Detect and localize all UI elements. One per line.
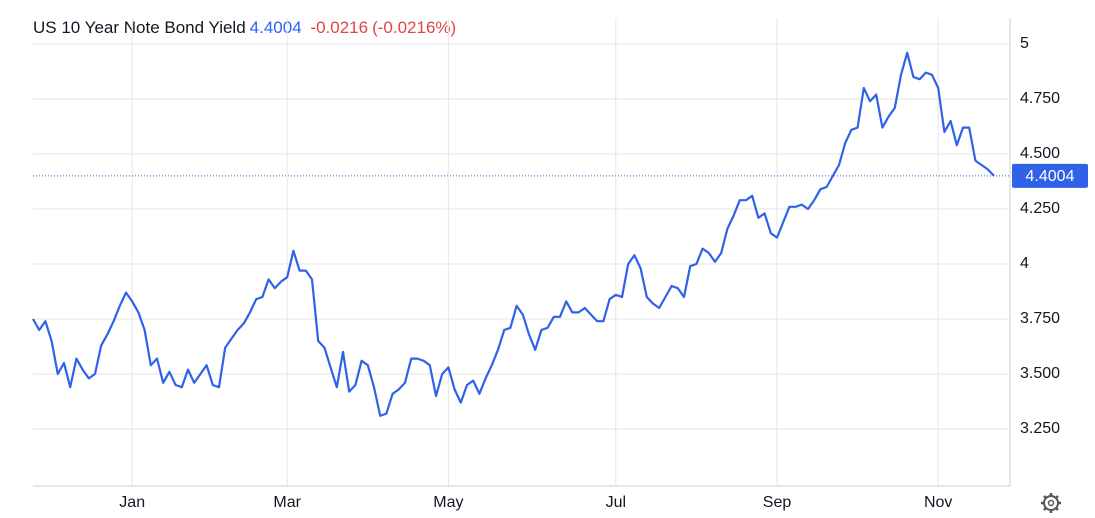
x-tick-label: May	[433, 494, 463, 511]
y-tick-label: 3.750	[1020, 310, 1060, 327]
y-tick-label: 3.250	[1020, 420, 1060, 437]
chart-header: US 10 Year Note Bond Yield 4.4004 -0.0216…	[33, 18, 460, 38]
yield-line	[32, 51, 995, 417]
last-price: 4.4004	[249, 18, 302, 37]
settings-gear[interactable]	[1043, 495, 1059, 511]
x-tick-label: Nov	[924, 494, 952, 511]
change: -0.0216	[310, 18, 369, 37]
y-tick-label: 5	[1020, 35, 1029, 52]
y-tick-label: 4.500	[1020, 145, 1060, 162]
y-tick-label: 4.250	[1020, 200, 1060, 217]
last-price-tag-label: 4.4004	[1026, 168, 1075, 185]
settings-teeth[interactable]	[1041, 493, 1061, 513]
y-tick-label: 4.750	[1020, 90, 1060, 107]
x-tick-label: Mar	[273, 494, 301, 511]
x-tick-label: Jul	[606, 494, 626, 511]
settings-icon[interactable]	[1041, 493, 1061, 513]
x-tick-label: Sep	[763, 494, 792, 511]
chart-title: US 10 Year Note Bond Yield	[33, 18, 246, 37]
last-price-tag	[1012, 163, 1088, 188]
x-tick-label: Jan	[119, 494, 145, 511]
settings-hub[interactable]	[1047, 499, 1055, 507]
y-tick-label: 3.500	[1020, 365, 1060, 382]
y-tick-label: 4	[1020, 255, 1029, 272]
change-percent: (-0.0216%)	[372, 18, 457, 37]
